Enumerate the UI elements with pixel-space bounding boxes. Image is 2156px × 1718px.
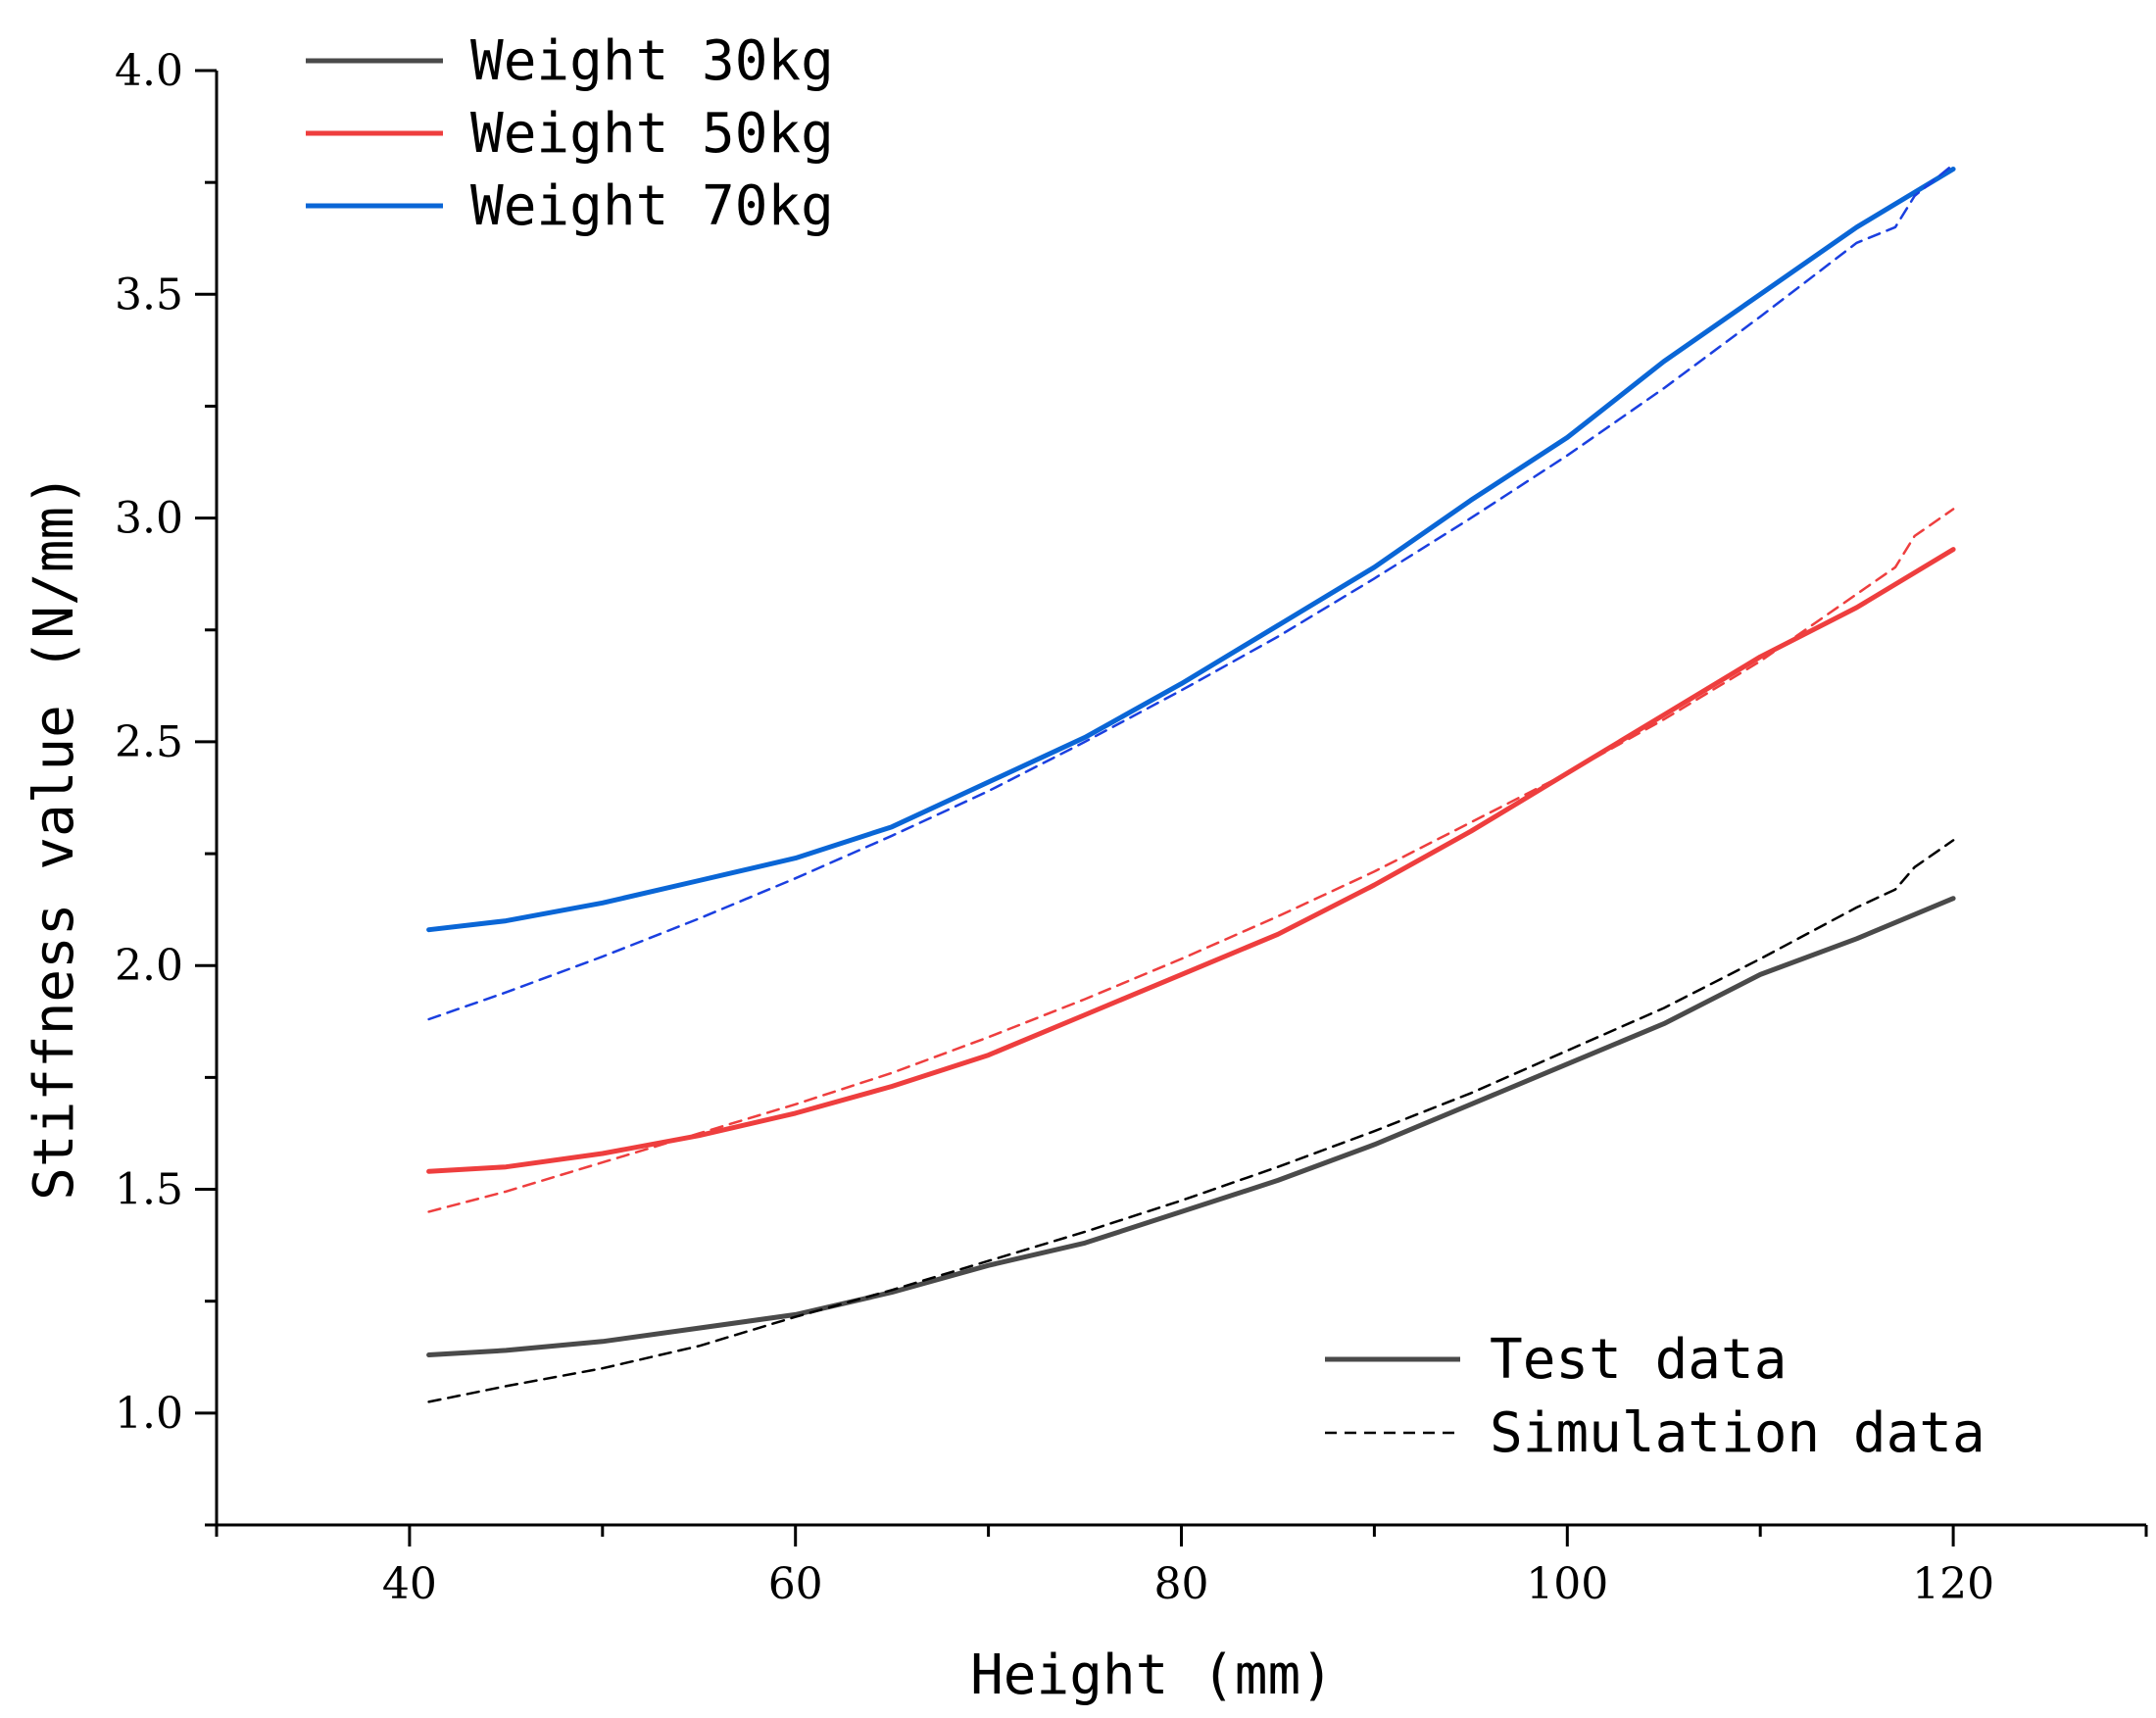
y-tick-label: 2.0 — [115, 941, 183, 991]
legend-top-left: Weight 30kg Weight 50kg Weight 70kg — [306, 29, 834, 238]
y-tick-label: 3.0 — [115, 494, 183, 544]
series-line-weight-50kg-simulation — [427, 508, 1955, 1213]
legend-bottom-right: Test data Simulation data — [1325, 1328, 1985, 1465]
legend-label: Weight 50kg — [470, 102, 834, 166]
y-axis-title: Stiffness value (N/mm) — [23, 473, 86, 1201]
y-tick-label: 4.0 — [115, 46, 183, 96]
legend-label: Simulation data — [1490, 1401, 1985, 1465]
series-layer — [426, 163, 1956, 1403]
legend-label: Test data — [1490, 1328, 1787, 1392]
x-tick-label: 60 — [768, 1559, 823, 1609]
series-line-weight-70kg-test — [426, 167, 1956, 933]
x-tick-label: 120 — [1912, 1559, 1994, 1609]
series-line-weight-50kg-test — [426, 547, 1956, 1174]
y-tick-label: 2.5 — [115, 717, 183, 767]
series-line-weight-70kg-simulation — [427, 163, 1955, 1021]
legend-label: Weight 30kg — [470, 29, 834, 93]
y-tick-label: 1.0 — [115, 1389, 183, 1439]
x-tick-label: 40 — [382, 1559, 437, 1609]
x-axis-title: Height (mm) — [970, 1644, 1334, 1707]
legend-layer: Weight 30kg Weight 50kg Weight 70kg Test da… — [306, 29, 1985, 1465]
x-tick-label: 80 — [1154, 1559, 1209, 1609]
legend-label: Weight 70kg — [470, 174, 834, 238]
y-tick-label: 3.5 — [115, 270, 183, 319]
axes: 1.0 1.5 2.0 2.5 3.0 3.5 4.0 40 60 80 100 120 — [115, 46, 2148, 1609]
series-line-weight-30kg-test — [426, 896, 1956, 1357]
series-line-weight-30kg-simulation — [427, 839, 1955, 1403]
x-tick-label: 100 — [1526, 1559, 1608, 1609]
y-tick-label: 1.5 — [115, 1165, 183, 1215]
